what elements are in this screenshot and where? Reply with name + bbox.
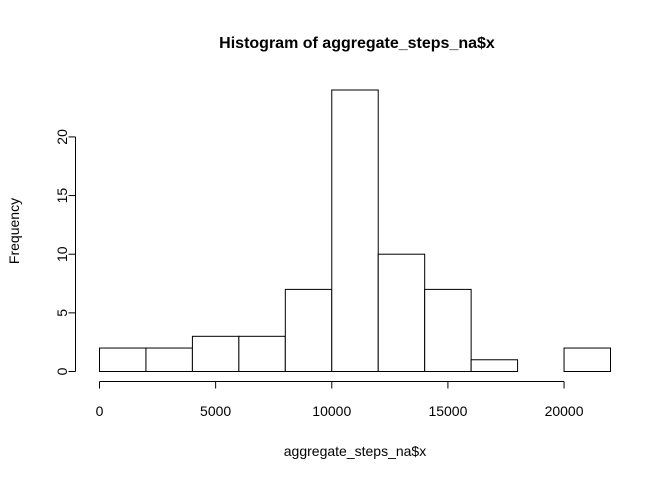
histogram-bar (424, 288, 472, 373)
y-tick-label: 15 (54, 188, 70, 204)
histogram-bars (99, 89, 612, 373)
y-tick-label: 20 (54, 129, 70, 145)
y-axis: 0 5 10 15 20 (54, 129, 76, 375)
y-tick-label: 0 (54, 367, 70, 375)
histogram-bar (563, 347, 612, 372)
y-tick-label: 5 (54, 309, 70, 317)
chart-title: Histogram of aggregate_steps_na$x (219, 35, 495, 52)
x-tick-label: 10000 (312, 403, 351, 419)
x-tick-label: 20000 (545, 403, 584, 419)
histogram-bar (99, 347, 147, 372)
histogram-bar (145, 347, 193, 372)
x-tick-label: 5000 (200, 403, 231, 419)
histogram-bar (331, 89, 379, 372)
x-axis: 0 5000 10000 15000 20000 (96, 381, 584, 419)
y-tick-label: 10 (54, 246, 70, 262)
y-axis-label: Frequency (6, 198, 22, 264)
histogram-bar (470, 359, 519, 373)
histogram-bar (377, 253, 426, 372)
histogram-bar (238, 335, 286, 372)
x-axis-label: aggregate_steps_na$x (284, 443, 426, 459)
histogram-bar (284, 288, 333, 373)
x-tick-label: 0 (96, 403, 104, 419)
x-tick-label: 15000 (428, 403, 467, 419)
histogram-bar (191, 335, 240, 372)
